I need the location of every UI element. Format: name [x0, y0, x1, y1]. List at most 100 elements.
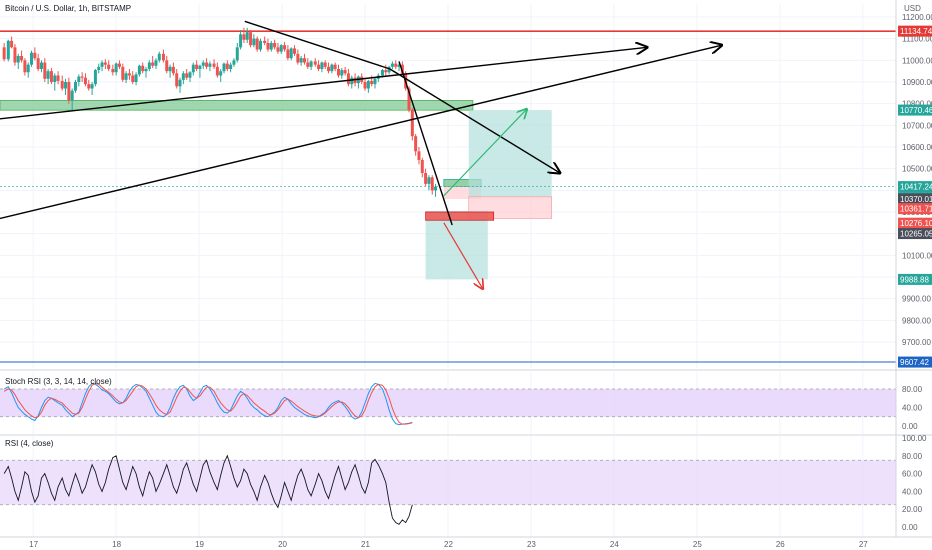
price-tick-label: 10600.00 — [902, 143, 932, 152]
price-tag-label: 10417.24 — [900, 183, 932, 192]
stoch-tick-label: 40.00 — [902, 404, 923, 413]
candle-body — [56, 75, 60, 81]
entry-zone — [425, 211, 495, 221]
position-stop-zone — [425, 217, 488, 280]
price-tick-label: 9800.00 — [902, 316, 931, 325]
drawing-tools[interactable] — [0, 20, 722, 289]
rsi-tick-label: 0.00 — [902, 523, 918, 532]
candle-body — [144, 69, 148, 72]
candle-body — [60, 80, 64, 89]
candle-body — [131, 75, 135, 82]
candle-body — [302, 58, 306, 63]
price-tick-label: 10900.00 — [902, 78, 932, 87]
trendline[interactable] — [389, 68, 560, 173]
candle-body — [350, 77, 354, 85]
candle-body — [121, 66, 125, 80]
candle-body — [151, 62, 155, 66]
candle-body — [188, 72, 192, 78]
candle-body — [124, 73, 128, 80]
time-tick-label: 20 — [278, 540, 287, 549]
candle-body — [306, 62, 310, 67]
candle-body — [111, 69, 115, 73]
candle-body — [370, 80, 374, 85]
candle-body — [333, 64, 337, 69]
candle-body — [141, 65, 145, 72]
price-tag-box — [898, 228, 932, 240]
candle-body — [215, 66, 219, 76]
candle-body — [53, 75, 57, 82]
candle-body — [103, 62, 107, 65]
candle-body — [90, 84, 94, 89]
price-tick-label: 10800.00 — [902, 100, 932, 109]
candle-body — [263, 40, 267, 43]
candle-body — [259, 40, 263, 50]
price-tag-label: 10276.10 — [900, 219, 932, 228]
candle-body — [127, 73, 131, 76]
candle-body — [327, 66, 331, 72]
candle-body — [13, 47, 17, 63]
candle-body — [249, 32, 253, 46]
candle-body — [181, 73, 185, 80]
candle-body — [87, 84, 91, 89]
candlestick-series — [2, 27, 438, 197]
candle-body — [212, 63, 216, 67]
price-tick-label: 9700.00 — [902, 338, 931, 347]
candle-body — [317, 64, 321, 69]
price-tag-box — [898, 273, 932, 285]
candle-body — [235, 47, 239, 61]
candle-body — [255, 38, 259, 50]
candle-body — [400, 64, 404, 74]
candle-body — [373, 78, 377, 85]
candle-body — [336, 69, 340, 76]
time-tick-label: 23 — [527, 540, 536, 549]
rsi-line — [3, 454, 413, 525]
bullish-projection-arrow[interactable] — [443, 109, 527, 197]
candle-body — [340, 70, 344, 76]
candle-body — [36, 58, 40, 69]
stoch-d-line — [3, 382, 413, 425]
candle-body — [330, 64, 334, 72]
candle-body — [323, 62, 327, 67]
candle-body — [198, 65, 202, 69]
candle-body — [289, 48, 293, 59]
candle-body — [43, 62, 47, 79]
candle-body — [414, 136, 418, 152]
candle-body — [10, 40, 14, 48]
candle-body — [293, 48, 297, 54]
support-zone — [0, 100, 474, 111]
candle-body — [252, 38, 256, 46]
trendline[interactable] — [244, 20, 391, 70]
bearish-projection-arrow[interactable] — [443, 222, 483, 289]
time-tick-label: 25 — [693, 540, 702, 549]
price-tag-box — [898, 104, 932, 116]
time-tick-label: 27 — [859, 540, 868, 549]
candle-body — [353, 77, 357, 84]
candle-body — [296, 53, 300, 63]
candle-body — [346, 73, 350, 85]
candle-body — [390, 63, 394, 67]
candle-body — [2, 47, 6, 60]
stoch-rsi-pane — [0, 369, 932, 426]
trendline[interactable] — [0, 47, 647, 120]
candle-body — [343, 70, 347, 74]
rsi-tick-label: 100.00 — [902, 434, 927, 443]
price-tick-label: 10500.00 — [902, 165, 932, 174]
candle-body — [276, 47, 280, 52]
stoch-rsi-band — [0, 389, 896, 417]
chart-overlays — [0, 30, 896, 363]
trendline[interactable] — [0, 45, 722, 220]
price-tag-label: 9988.88 — [900, 275, 929, 284]
time-tick-label: 22 — [444, 540, 453, 549]
candle-body — [417, 151, 421, 160]
candle-body — [20, 56, 24, 61]
candle-body — [46, 71, 50, 79]
candle-body — [49, 71, 53, 82]
trendline[interactable] — [398, 61, 453, 226]
position-target-zone — [468, 110, 552, 197]
stoch-tick-label: 80.00 — [902, 385, 923, 394]
candle-body — [16, 56, 20, 63]
candle-body — [225, 63, 229, 69]
price-tick-label: 10100.00 — [902, 251, 932, 260]
